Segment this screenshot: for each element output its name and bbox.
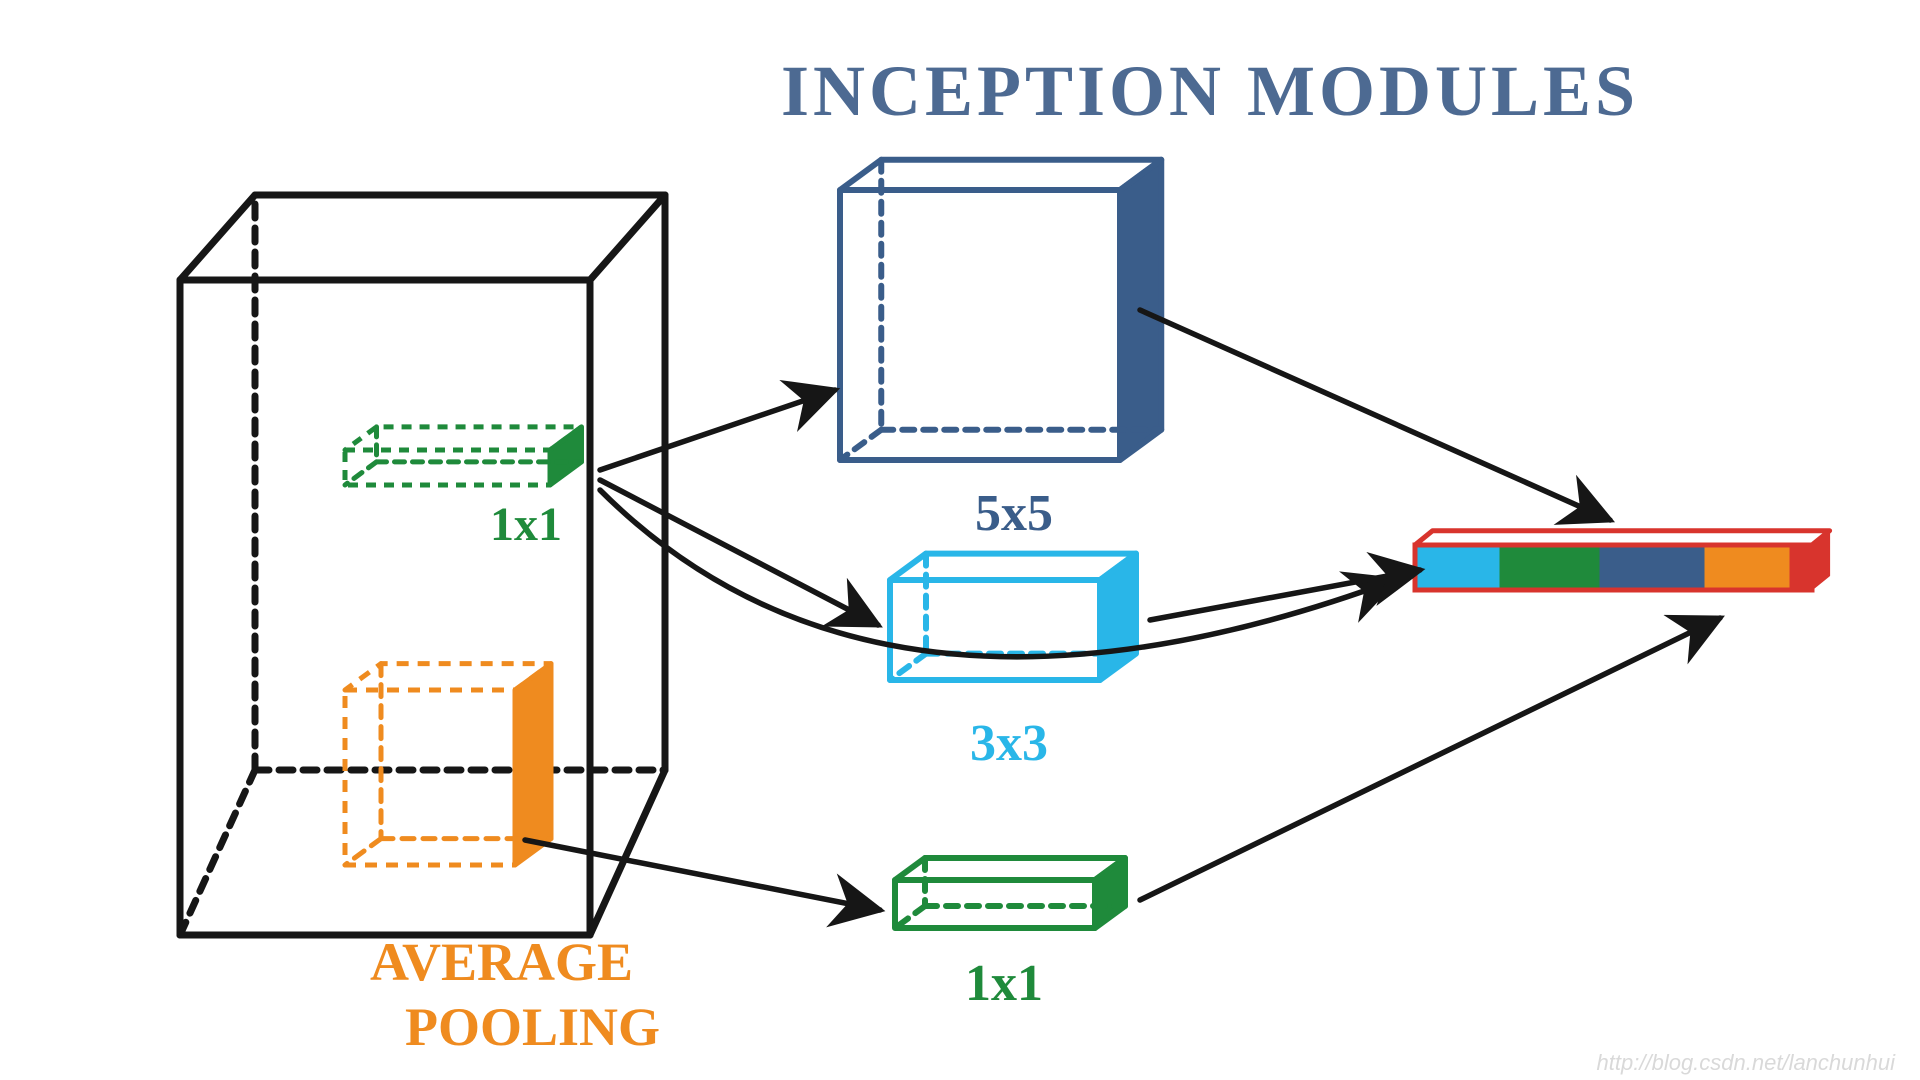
conv-5x5-label: 5x5	[975, 485, 1053, 542]
conv-3x3-label: 3x3	[970, 715, 1048, 772]
diagram-canvas: INCEPTION MODULES 1x1 AVERAGEPOOLING 5x5 3x3…	[0, 0, 1920, 1080]
label-average: AVERAGE	[370, 932, 633, 992]
arrow-5	[1150, 570, 1420, 620]
diagram-title: INCEPTION MODULES	[781, 51, 1639, 131]
arrow-4	[1140, 310, 1610, 520]
label-pooling: POOLING	[405, 997, 660, 1057]
arrow-0	[600, 390, 835, 470]
arrow-3	[525, 840, 880, 910]
label-1x1-inside: 1x1	[490, 498, 562, 551]
arrow-6	[1140, 618, 1720, 900]
watermark: http://blog.csdn.net/lanchunhui	[1597, 1050, 1897, 1075]
arrow-1	[600, 480, 878, 625]
conv-1x1-label: 1x1	[965, 955, 1043, 1012]
